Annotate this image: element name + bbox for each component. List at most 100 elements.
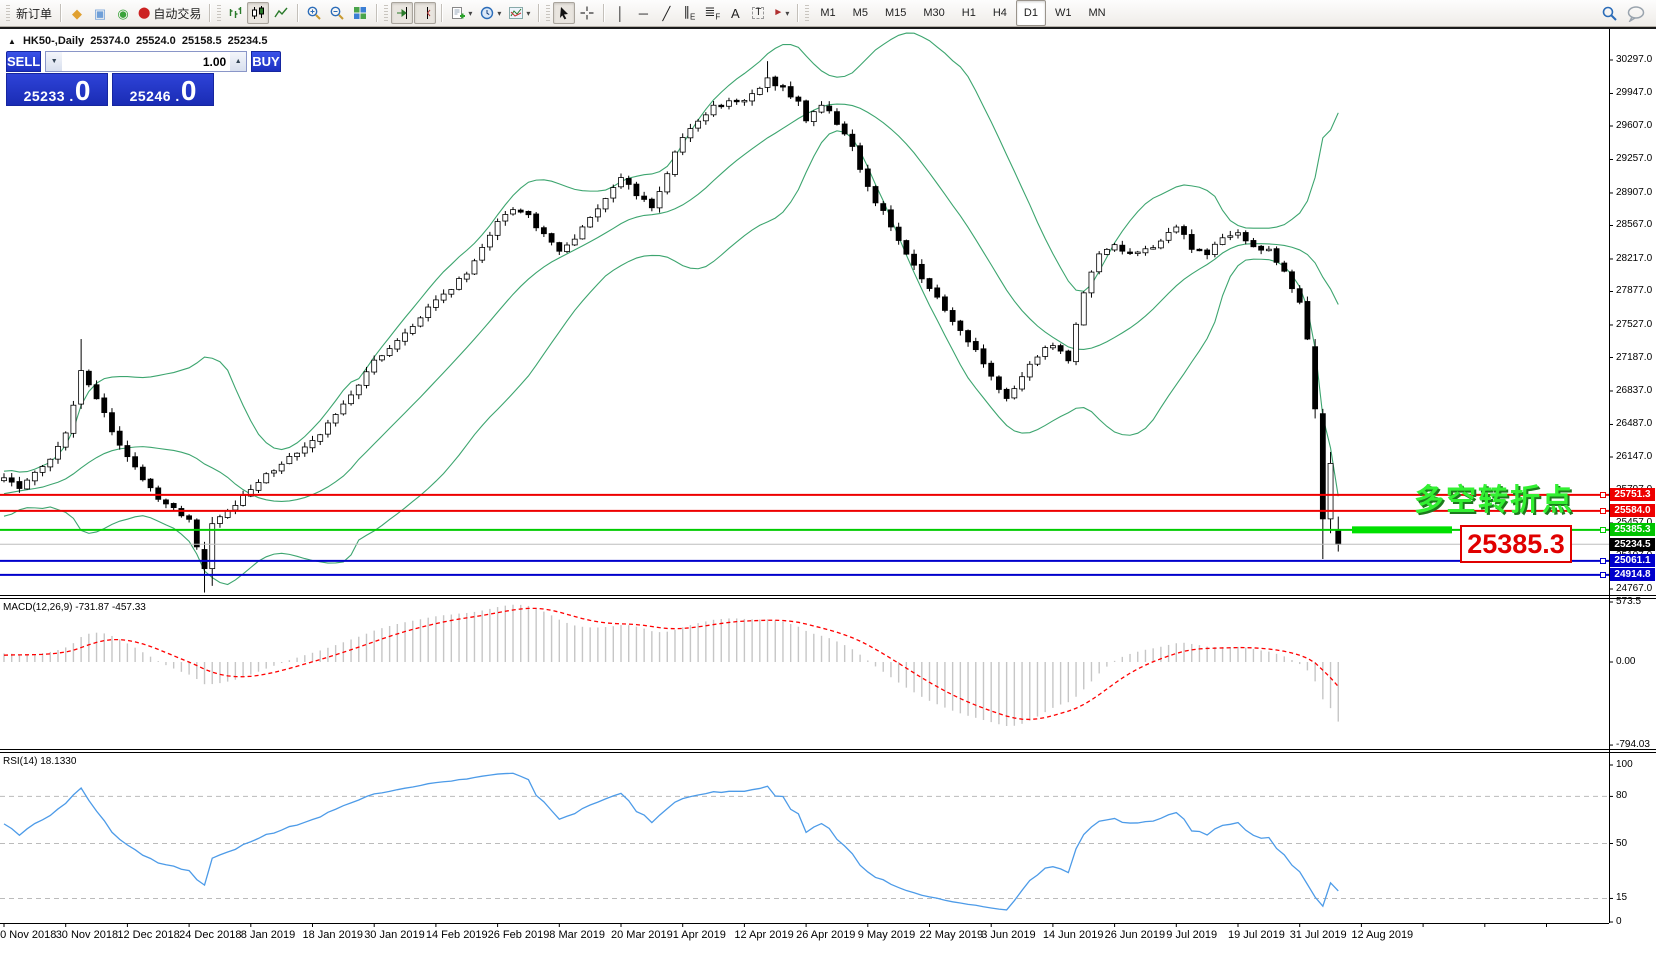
candle — [687, 123, 694, 142]
candlestick-chart-button[interactable] — [247, 2, 270, 24]
trendline-icon: ╱ — [662, 5, 671, 21]
autotrading-button[interactable]: ⬤ 自动交易 — [135, 2, 204, 24]
new-chart-button[interactable]: ▾ — [447, 2, 475, 24]
tab-timeframe-d1[interactable]: D1 — [1015, 0, 1046, 26]
main-pane[interactable] — [1, 32, 1342, 593]
tab-timeframe-mn[interactable]: MN — [1088, 7, 1106, 19]
rsi-pane[interactable] — [3, 772, 1339, 911]
support-highlight-segment[interactable] — [1352, 526, 1452, 534]
chart-window[interactable]: 30297.0 29947.0 29607.0 29257.0 28907.0 28567… — [0, 27, 1656, 953]
bollinger-lower-line[interactable] — [3, 130, 1339, 586]
line-anchor-square[interactable] — [1600, 526, 1606, 533]
price-axis-tick-label: 29257.0 — [1616, 153, 1653, 165]
date-axis-label: 30 Nov 2018 — [55, 929, 119, 941]
turning-point-annotation[interactable]: 多空转折点 — [1414, 484, 1574, 517]
volume-input[interactable] — [62, 52, 231, 71]
candle-body — [1157, 240, 1164, 249]
auto-scroll-button[interactable] — [391, 2, 414, 24]
buy-button[interactable]: BUY — [251, 51, 281, 72]
line-anchor-square[interactable] — [1600, 557, 1606, 564]
line-anchor-square[interactable] — [1600, 491, 1606, 498]
tab-timeframe-m1[interactable]: M1 — [820, 7, 836, 19]
candle-body — [340, 403, 347, 415]
sell-button[interactable]: SELL — [6, 51, 42, 72]
tab-timeframe-w1[interactable]: W1 — [1054, 7, 1072, 19]
bar-chart-button[interactable] — [224, 2, 246, 24]
candle — [942, 294, 948, 313]
zoom-out-button[interactable] — [326, 2, 348, 24]
new-order-button[interactable]: 新订单 — [13, 2, 55, 24]
toolbar-grip[interactable] — [6, 5, 10, 21]
macd-pane[interactable] — [3, 604, 1339, 726]
horizontal-line-button[interactable]: ─ — [632, 2, 654, 24]
candle — [139, 464, 146, 482]
market-watch-button[interactable]: ◆ — [66, 2, 88, 24]
price-axis-tick-label: 27187.0 — [1616, 351, 1653, 363]
chart-shift-button[interactable] — [414, 2, 437, 24]
text-label-button[interactable]: T — [747, 2, 769, 24]
fibonacci-button[interactable]: ≣F — [701, 2, 723, 24]
candle — [780, 83, 786, 92]
candle-body — [872, 186, 879, 204]
candle — [633, 181, 640, 200]
bollinger-middle-line[interactable] — [3, 103, 1339, 502]
candle — [618, 173, 624, 189]
candle-body — [510, 209, 516, 215]
candle — [1042, 345, 1049, 360]
candle-body — [386, 348, 393, 356]
date-axis-label: 20 Mar 2019 — [611, 929, 673, 941]
cursor-button[interactable] — [553, 2, 576, 24]
candle — [1165, 227, 1172, 244]
candle — [772, 75, 779, 91]
toolbar-grip[interactable] — [384, 5, 389, 21]
line-anchor-square[interactable] — [1600, 571, 1606, 578]
arrows-button[interactable]: ► ▾ — [770, 2, 792, 24]
candle — [888, 205, 894, 232]
candle — [271, 469, 277, 477]
data-window-button[interactable]: ▣ — [89, 2, 111, 24]
candle — [934, 284, 941, 300]
vertical-line-button[interactable]: │ — [609, 2, 631, 24]
tab-timeframe-h1[interactable]: H1 — [961, 7, 976, 19]
line-anchor-square[interactable] — [1600, 507, 1606, 514]
candle-body — [1111, 244, 1118, 251]
volume-increase-button[interactable]: ▲ — [230, 52, 247, 71]
candle — [679, 133, 686, 156]
equidistant-channel-button[interactable]: ∥E — [678, 2, 700, 24]
buy-price-main: 25246 . — [129, 88, 180, 104]
macd-axis-tick-label: 0.00 — [1616, 656, 1636, 667]
candle — [1050, 342, 1056, 351]
buy-price[interactable]: 25246 . 0 — [112, 73, 214, 106]
trendline-button[interactable]: ╱ — [655, 2, 677, 24]
zoom-in-button[interactable] — [303, 2, 325, 24]
chat-icon[interactable] — [1626, 5, 1646, 22]
indicators-button[interactable]: ▾ — [505, 2, 533, 24]
text-tool-button[interactable]: A — [724, 2, 746, 24]
volume-decrease-button[interactable]: ▼ — [46, 52, 63, 71]
tab-timeframe-m30[interactable]: M30 — [923, 7, 945, 19]
signal-button[interactable]: ◉ — [112, 2, 134, 24]
macd-axis-tick-label: 573.5 — [1616, 596, 1642, 607]
candle-body — [348, 394, 354, 405]
toolbar-grip[interactable] — [217, 5, 222, 21]
candle-body — [826, 105, 833, 112]
line-chart-button[interactable] — [270, 2, 292, 24]
candle-body — [548, 233, 555, 243]
tab-timeframe-m15[interactable]: M15 — [884, 7, 907, 19]
candle-body — [1242, 232, 1249, 242]
tile-windows-button[interactable] — [349, 2, 371, 24]
support-price-label[interactable]: 25385.3 — [1460, 525, 1572, 563]
price-axis-badge: 25751.3 — [1610, 488, 1655, 502]
toolbar-grip[interactable] — [805, 5, 810, 21]
tab-timeframe-h4[interactable]: H4 — [992, 7, 1007, 19]
candle-body — [186, 515, 193, 520]
periods-button[interactable]: ▾ — [476, 2, 504, 24]
search-icon[interactable] — [1601, 5, 1618, 22]
sell-price[interactable]: 25233 . 0 — [6, 73, 108, 106]
tab-timeframe-m5[interactable]: M5 — [852, 7, 868, 19]
crosshair-button[interactable] — [576, 2, 598, 24]
bollinger-upper-line[interactable] — [3, 32, 1339, 473]
toolbar-grip[interactable] — [546, 5, 551, 21]
candle-body — [1219, 237, 1226, 245]
chart-canvas[interactable] — [0, 29, 1656, 953]
